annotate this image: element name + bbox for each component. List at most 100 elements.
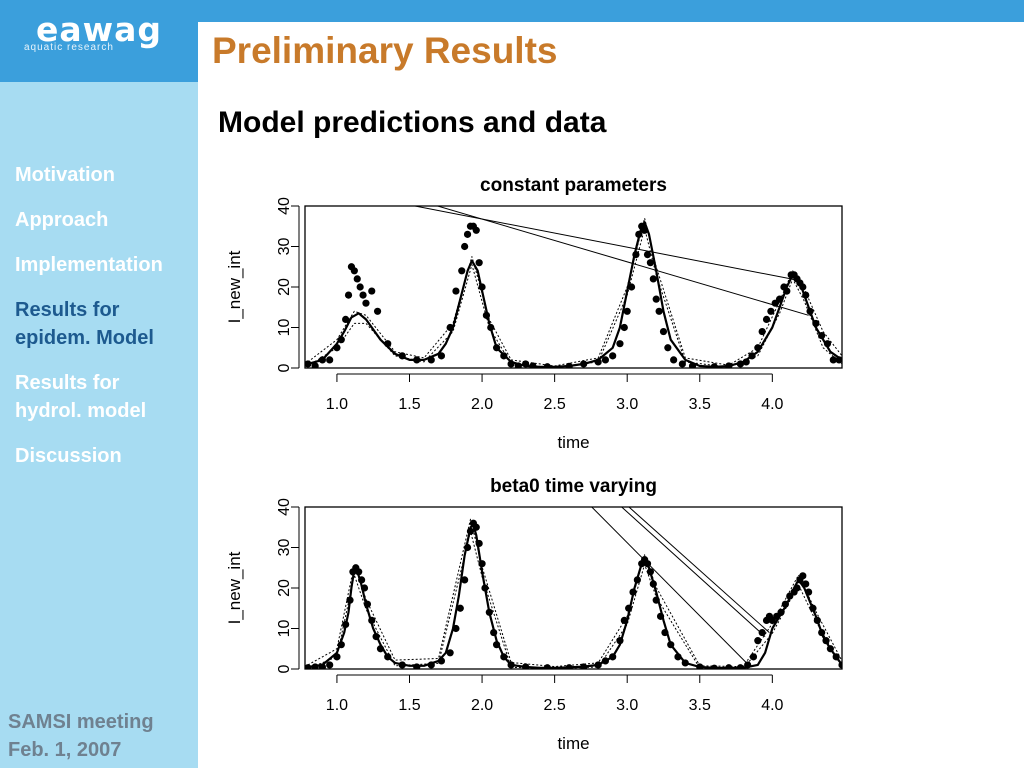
data-point	[601, 657, 610, 665]
data-point	[368, 287, 376, 295]
data-point	[358, 576, 366, 584]
nav-item-results-epidem[interactable]: Results for epidem. Model	[15, 299, 154, 349]
y-tick-label: 20	[276, 278, 293, 296]
data-point	[627, 283, 636, 291]
x-tick-label: 3.0	[616, 396, 638, 413]
data-point	[333, 653, 341, 661]
data-point	[643, 560, 652, 568]
data-point	[652, 596, 660, 604]
data-point	[311, 362, 319, 368]
data-point	[353, 275, 361, 283]
y-tick-label: 40	[276, 498, 293, 516]
y-axis-label: I_new_int	[225, 551, 244, 624]
data-point	[413, 663, 421, 669]
plot-area	[305, 507, 842, 669]
chart-title: beta0 time varying	[490, 476, 657, 497]
data-point	[643, 251, 652, 259]
model-line	[307, 524, 842, 669]
data-point	[813, 616, 821, 624]
data-point	[829, 356, 837, 364]
data-point	[594, 358, 602, 366]
plot-frame	[304, 506, 843, 670]
data-point	[744, 661, 752, 669]
data-point	[446, 323, 454, 332]
data-point	[625, 604, 633, 612]
nav-item-implementation[interactable]: Implementation	[15, 254, 163, 276]
nav-item-approach[interactable]: Approach	[15, 209, 109, 231]
data-point	[318, 356, 327, 364]
uncertainty-band-line	[307, 530, 842, 669]
x-tick-label: 1.5	[398, 396, 420, 413]
data-point	[472, 523, 480, 531]
data-point	[649, 275, 657, 283]
data-point	[359, 291, 367, 299]
data-point	[398, 661, 406, 669]
data-point	[696, 663, 704, 669]
data-point	[326, 661, 334, 669]
data-point	[632, 251, 640, 259]
data-point	[767, 307, 775, 315]
data-point	[616, 340, 624, 348]
logo-wordmark: eawag	[36, 10, 163, 49]
data-point	[311, 663, 319, 669]
data-point	[802, 291, 810, 299]
data-point	[749, 653, 758, 661]
data-point	[363, 600, 372, 608]
data-point	[487, 323, 495, 332]
straight-line	[412, 206, 802, 282]
data-point	[337, 336, 345, 344]
data-point	[664, 344, 672, 352]
chart-constant-parameters: constant parameters 1.0 1.5 2.0 2.5 3.0 3.5 4.0…	[225, 175, 843, 452]
data-point	[492, 344, 501, 352]
x-tick-label: 4.0	[761, 697, 783, 714]
data-point	[832, 653, 840, 661]
data-point	[478, 283, 486, 291]
plot-area	[305, 206, 842, 368]
x-tick-label: 4.0	[761, 396, 783, 413]
data-point	[670, 356, 678, 364]
data-point	[667, 641, 675, 649]
data-point	[342, 620, 350, 629]
y-tick-label: 40	[276, 197, 293, 215]
data-point	[376, 645, 385, 653]
data-point	[646, 259, 655, 267]
data-point	[823, 340, 832, 348]
data-point	[633, 576, 641, 584]
x-tick-label: 2.0	[471, 396, 493, 413]
data-point	[305, 664, 312, 669]
footer-meeting: SAMSI meeting	[8, 711, 154, 733]
data-point	[762, 315, 771, 323]
y-tick-label: 10	[276, 319, 293, 337]
nav-item-discussion[interactable]: Discussion	[15, 445, 122, 467]
data-point	[656, 612, 665, 620]
data-point	[413, 356, 421, 364]
uncertainty-band-line	[307, 518, 842, 668]
plot-frame	[304, 205, 843, 369]
slide-title: Preliminary Results	[212, 30, 558, 71]
data-point	[649, 580, 657, 588]
data-point	[463, 230, 472, 238]
data-point	[437, 657, 446, 665]
data-point	[355, 568, 363, 576]
data-point	[806, 307, 814, 315]
data-point	[372, 633, 380, 641]
data-point	[384, 653, 392, 661]
data-point	[305, 360, 312, 368]
data-point	[346, 596, 354, 604]
data-point	[500, 653, 508, 661]
data-point	[620, 616, 628, 624]
footer-info: SAMSI meeting Feb. 1, 2007	[8, 708, 154, 764]
data-point	[659, 327, 668, 336]
y-tick-label: 30	[276, 539, 293, 557]
logo[interactable]: eawag aquatic research	[0, 0, 198, 82]
y-tick-label: 0	[276, 363, 293, 372]
data-point	[688, 362, 697, 368]
data-point	[748, 352, 756, 360]
data-point	[373, 307, 382, 315]
data-point	[754, 344, 762, 352]
data-point	[758, 628, 766, 637]
data-point	[609, 352, 617, 360]
nav-item-motivation[interactable]: Motivation	[15, 164, 115, 186]
nav-item-results-hydrol[interactable]: Results for hydrol. model	[15, 372, 147, 422]
y-axis-label: I_new_int	[225, 250, 244, 323]
